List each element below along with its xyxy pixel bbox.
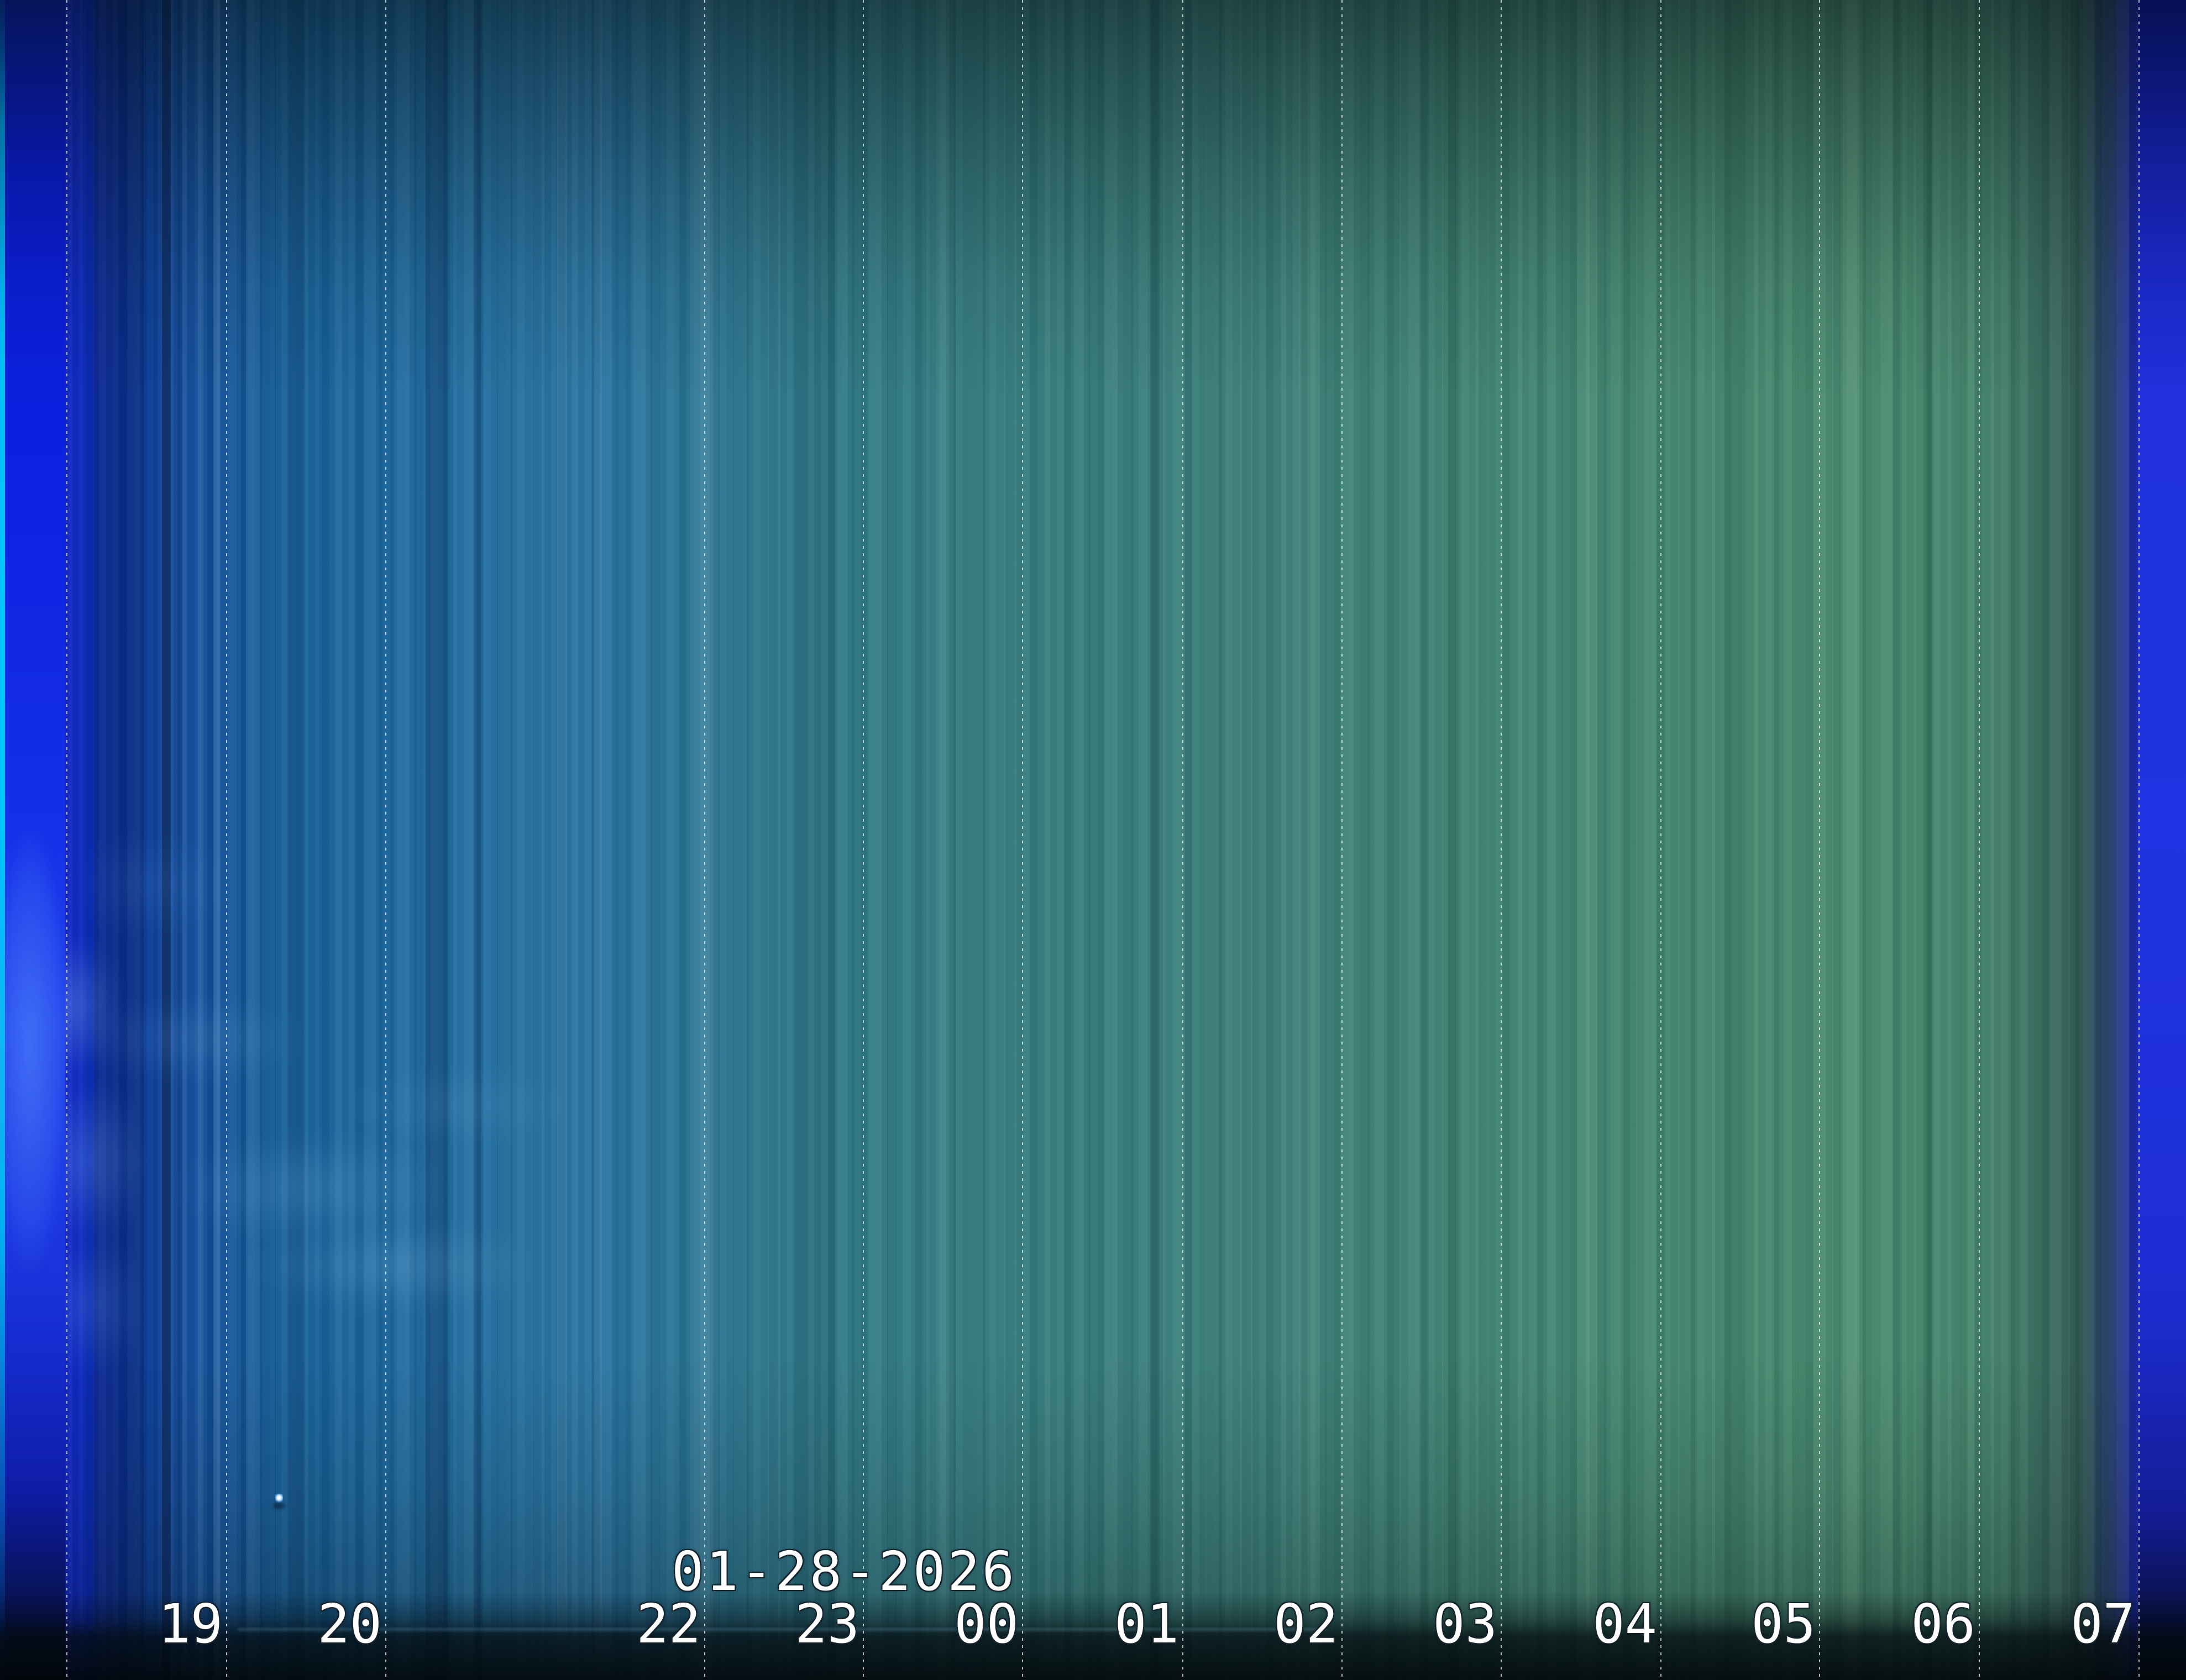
hour-tick-label: 20 (317, 1593, 382, 1655)
hour-tick-label: 00 (954, 1593, 1019, 1655)
hour-gridline (863, 0, 864, 1680)
hour-tick-label: 06 (1911, 1593, 1975, 1655)
hour-tick-label: 23 (795, 1593, 859, 1655)
hour-gridline (1182, 0, 1183, 1680)
hour-tick-label: 19 (158, 1593, 223, 1655)
hour-gridline (385, 0, 386, 1680)
hour-tick-label: 03 (1433, 1593, 1497, 1655)
star-dot-shadow (273, 1503, 285, 1509)
horizon-light-line (238, 1628, 1327, 1631)
hour-tick-label: 07 (2070, 1593, 2135, 1655)
hour-gridline (1819, 0, 1820, 1680)
hour-gridline (704, 0, 705, 1680)
hour-gridline (66, 0, 67, 1680)
hour-tick-label: 01 (1114, 1593, 1179, 1655)
hour-gridline (1022, 0, 1023, 1680)
star-dot (275, 1494, 283, 1504)
hour-tick-label: 04 (1592, 1593, 1657, 1655)
hour-gridline (1501, 0, 1502, 1680)
hour-gridline (1979, 0, 1980, 1680)
hour-gridline (1341, 0, 1343, 1680)
hour-gridline (2138, 0, 2140, 1680)
date-label: 01-28-2026 (672, 1540, 1016, 1603)
hour-gridline (1660, 0, 1661, 1680)
hour-tick-label: 05 (1751, 1593, 1816, 1655)
hour-tick-label: 02 (1273, 1593, 1338, 1655)
hour-tick-label: 22 (636, 1593, 701, 1655)
hour-gridline (226, 0, 227, 1680)
